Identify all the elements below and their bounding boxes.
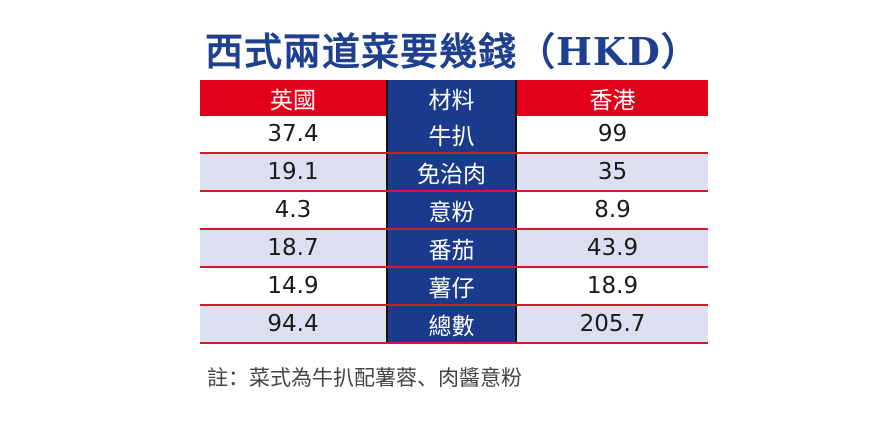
table-row: 4.3 意粉 8.9 — [200, 192, 708, 230]
cell-hk-price: 99 — [597, 121, 628, 147]
cell-ingredient: 意粉 — [386, 192, 517, 228]
footnote: 註：菜式為牛扒配薯蓉、肉醬意粉 — [207, 366, 522, 390]
header-ingredient: 材料 — [386, 80, 517, 116]
cell-hk-price: 205.7 — [579, 311, 646, 337]
cell-ingredient: 總數 — [386, 306, 517, 342]
cell-uk-price: 4.3 — [274, 197, 312, 223]
cell-hk-price: 18.9 — [586, 273, 639, 299]
cell-ingredient: 免治肉 — [386, 154, 517, 190]
cell-uk-price: 37.4 — [267, 121, 319, 147]
table-header-row: 英國 材料 香港 — [200, 80, 708, 116]
table-body: 37.4 牛扒 99 19.1 免治肉 35 4.3 意粉 8.9 18.7 番茄 43.9 14.9 薯… — [200, 116, 708, 344]
table-row: 94.4 總數 205.7 — [200, 306, 708, 344]
table-row: 18.7 番茄 43.9 — [200, 230, 708, 268]
cell-hk-price: 8.9 — [594, 197, 631, 223]
header-hk: 香港 — [589, 88, 636, 114]
cell-uk-price: 94.4 — [267, 311, 319, 337]
cell-uk-price: 18.7 — [267, 235, 319, 261]
table-row: 37.4 牛扒 99 — [200, 116, 708, 154]
cell-ingredient: 薯仔 — [386, 268, 517, 304]
cell-uk-price: 19.1 — [267, 159, 319, 185]
cell-hk-price: 35 — [597, 159, 628, 185]
header-uk: 英國 — [270, 88, 316, 114]
table-row: 19.1 免治肉 35 — [200, 154, 708, 192]
cell-ingredient: 牛扒 — [386, 116, 517, 152]
chart-title: 西式兩道菜要幾錢（HKD） — [205, 29, 700, 74]
cell-ingredient: 番茄 — [386, 230, 517, 266]
table-row: 14.9 薯仔 18.9 — [200, 268, 708, 306]
price-table: 英國 材料 香港 37.4 牛扒 99 19.1 免治肉 35 4.3 意粉 8.9 18.7 番茄… — [200, 80, 708, 344]
cell-hk-price: 43.9 — [586, 235, 639, 261]
cell-uk-price: 14.9 — [267, 273, 319, 299]
